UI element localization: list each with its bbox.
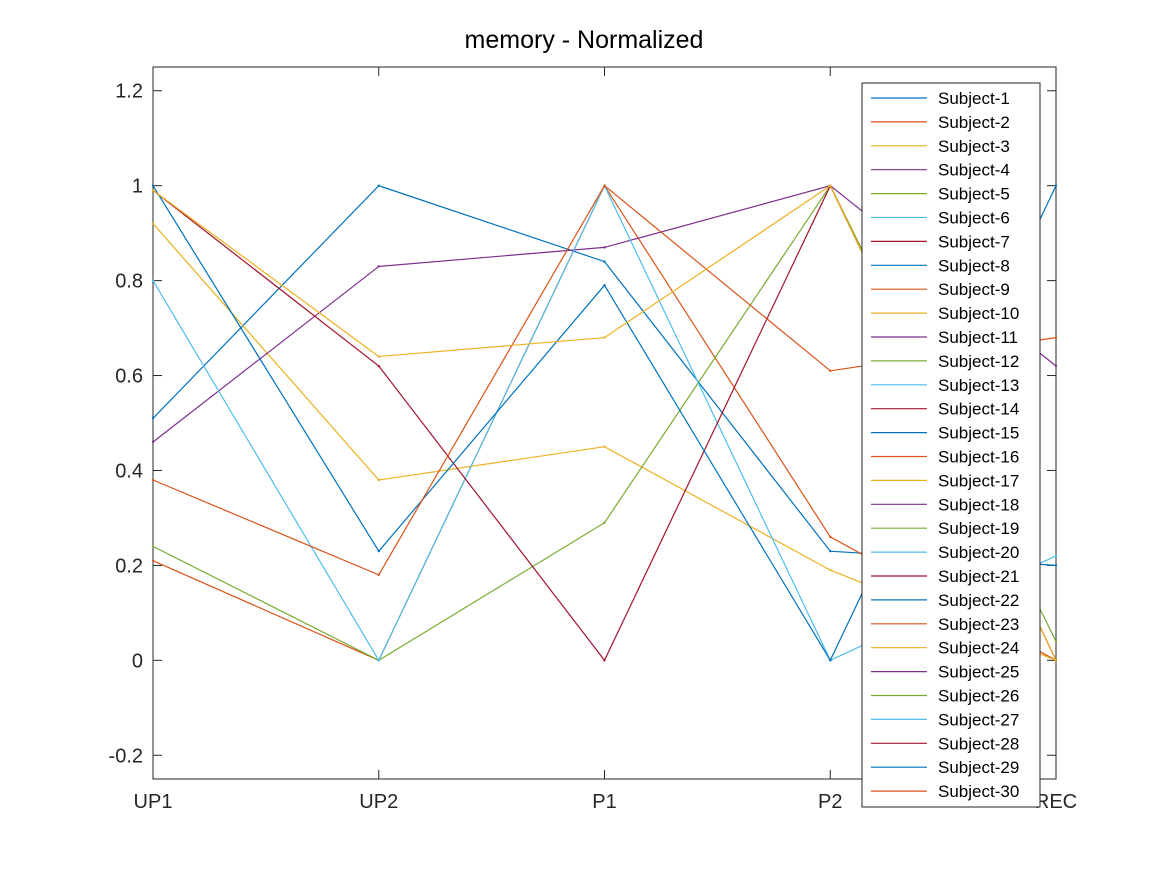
chart-title: memory - Normalized	[465, 26, 704, 54]
legend-label: Subject-6	[938, 209, 1010, 228]
legend-label: Subject-16	[938, 448, 1019, 467]
data-point	[603, 184, 606, 187]
legend-label: Subject-24	[938, 639, 1019, 658]
data-point	[151, 478, 155, 482]
x-tick-label: P2	[818, 791, 842, 813]
legend-label: Subject-17	[938, 471, 1019, 490]
legend-label: Subject-11	[938, 328, 1018, 347]
data-point	[1054, 640, 1058, 643]
legend-label: Subject-10	[938, 304, 1019, 323]
data-point	[603, 445, 606, 448]
data-point	[377, 364, 380, 368]
data-point	[151, 279, 155, 282]
legend-label: Subject-21	[938, 567, 1019, 586]
legend-label: Subject-14	[938, 400, 1019, 419]
legend-label: Subject-15	[938, 424, 1019, 443]
data-point	[377, 478, 380, 482]
legend-label: Subject-28	[938, 734, 1019, 753]
data-point	[829, 549, 832, 553]
data-point	[377, 184, 380, 187]
y-tick-label: 0	[132, 650, 143, 672]
y-tick-label: 0.6	[115, 366, 143, 388]
x-axis: UP1 UP2 P1 P2 REC	[134, 67, 1077, 813]
y-axis: -0.2 0 0.2 0.4 0.6 0.8 1 1.2	[109, 81, 1056, 767]
data-point	[377, 355, 380, 358]
y-tick-label: 0.2	[115, 555, 143, 577]
legend-label: Subject-13	[938, 376, 1019, 395]
data-point	[151, 559, 155, 562]
legend-label: Subject-20	[938, 543, 1019, 562]
legend-label: Subject-30	[938, 782, 1019, 801]
legend-label: Subject-22	[938, 591, 1019, 610]
data-point	[603, 336, 606, 339]
data-point	[151, 189, 155, 192]
legend-label: Subject-9	[938, 280, 1010, 299]
legend-label: Subject-4	[938, 161, 1010, 180]
data-point	[151, 440, 155, 444]
legend: Subject-1 Subject-2 Subject-3 Subject-4 Subj…	[861, 82, 1041, 808]
data-point	[377, 549, 380, 553]
legend-label: Subject-25	[938, 663, 1019, 682]
data-point	[151, 417, 155, 420]
legend-box	[861, 82, 1041, 808]
data-point	[1054, 364, 1058, 368]
data-point	[603, 659, 606, 662]
legend-label: Subject-12	[938, 352, 1019, 371]
legend-label: Subject-5	[938, 185, 1010, 204]
data-point	[1054, 659, 1058, 662]
data-point	[1054, 184, 1058, 187]
legend-label: Subject-19	[938, 519, 1019, 538]
data-point	[829, 369, 832, 372]
data-point	[377, 265, 380, 268]
legend-label: Subject-26	[938, 687, 1019, 706]
data-point	[1054, 564, 1058, 567]
legend-label: Subject-7	[938, 232, 1010, 251]
data-point	[377, 659, 380, 662]
legend-label: Subject-3	[938, 137, 1010, 156]
data-point	[1054, 554, 1058, 558]
legend-label: Subject-29	[938, 758, 1019, 777]
legend-label: Subject-27	[938, 710, 1019, 729]
y-tick-label: 0.8	[115, 271, 143, 293]
data-point	[829, 535, 832, 539]
y-tick-label: -0.2	[109, 745, 143, 767]
data-point	[151, 184, 155, 187]
y-tick-label: 1	[132, 176, 143, 198]
data-point	[603, 246, 606, 249]
data-point	[829, 184, 832, 187]
x-tick-label: REC	[1035, 791, 1077, 813]
data-point	[151, 545, 155, 548]
y-tick-label: 0.4	[115, 460, 143, 482]
legend-label: Subject-8	[938, 256, 1010, 275]
legend-label: Subject-18	[938, 495, 1019, 514]
x-tick-label: UP2	[359, 791, 398, 813]
data-point	[829, 568, 832, 572]
data-point	[377, 573, 380, 577]
data-point	[1054, 336, 1058, 339]
data-point	[151, 222, 155, 225]
x-tick-label: P1	[592, 791, 616, 813]
data-point	[603, 284, 606, 287]
x-tick-label: UP1	[134, 791, 173, 813]
data-point	[603, 260, 606, 263]
legend-label: Subject-23	[938, 615, 1019, 634]
legend-label: Subject-1	[938, 89, 1010, 108]
legend-label: Subject-2	[938, 113, 1010, 132]
data-point	[603, 521, 606, 524]
data-point	[829, 659, 832, 662]
y-tick-label: 1.2	[115, 81, 143, 103]
